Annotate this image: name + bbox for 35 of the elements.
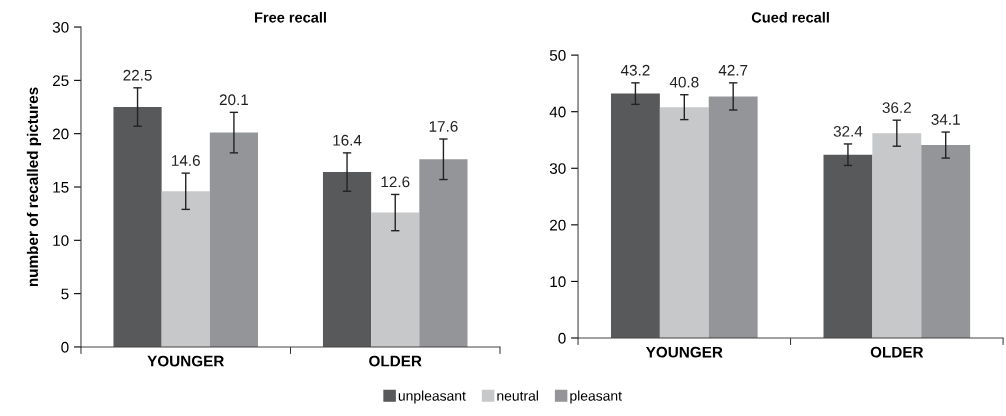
data-label: 43.2 — [620, 64, 650, 76]
x-tick-label: YOUNGER — [645, 346, 723, 358]
y-axis-title: number of recalled pictures — [26, 87, 42, 287]
y-tick-label: 5 — [61, 288, 69, 300]
data-label: 12.6 — [381, 176, 410, 188]
x-tick-label: YOUNGER — [147, 355, 225, 367]
chart-title: Cued recall — [751, 11, 829, 23]
legend-label: pleasant — [570, 390, 622, 404]
y-tick-label: 25 — [52, 75, 69, 87]
data-label: 40.8 — [669, 76, 699, 88]
x-tick-label: OLDER — [369, 355, 422, 367]
y-tick-label: 0 — [558, 332, 566, 344]
data-label: 16.4 — [333, 134, 362, 146]
y-tick-label: 10 — [550, 276, 566, 288]
y-tick-label: 30 — [549, 163, 566, 174]
x-tick-label: OLDER — [870, 346, 924, 358]
y-tick-label: 40 — [549, 106, 566, 118]
data-label: 34.1 — [931, 114, 960, 125]
y-tick-label: 0 — [61, 341, 69, 353]
y-tick-label: 20 — [550, 219, 566, 231]
y-tick-label: 10 — [53, 235, 69, 246]
data-label: 17.6 — [429, 121, 458, 132]
legend-label: neutral — [497, 390, 538, 401]
data-label: 20.1 — [219, 94, 249, 106]
y-tick-label: 50 — [549, 49, 566, 61]
data-label: 36.2 — [882, 102, 911, 113]
data-label: 32.4 — [833, 125, 863, 137]
chart-title: Free recall — [254, 11, 326, 23]
data-label: 14.6 — [172, 155, 200, 166]
data-label: 42.7 — [718, 64, 748, 76]
y-tick-label: 20 — [52, 128, 69, 140]
legend-label: unpleasant — [398, 390, 466, 404]
data-label: 22.5 — [123, 69, 152, 81]
y-tick-label: 30 — [52, 21, 69, 33]
y-tick-label: 15 — [53, 182, 69, 193]
